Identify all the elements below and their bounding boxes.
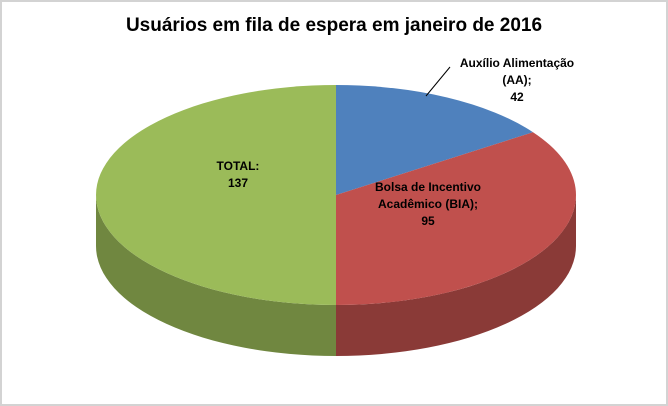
label-line: Acadêmico (BIA); (377, 197, 478, 211)
label-line: 42 (510, 90, 524, 104)
pie-slice (96, 85, 336, 305)
pie-slice (336, 132, 576, 305)
label-line: (AA); (502, 73, 532, 87)
pie-slice-side (96, 195, 336, 356)
label-total: TOTAL: 137 (178, 158, 298, 192)
pie-slice-side (336, 195, 576, 356)
pie-slice (336, 85, 534, 195)
label-line: Auxílio Alimentação (459, 56, 575, 70)
label-line: Bolsa de Incentivo (374, 180, 482, 194)
label-line: 95 (421, 214, 435, 228)
label-line: 137 (227, 176, 249, 190)
label-aa: Auxílio Alimentação (AA); 42 (432, 55, 602, 106)
leader-line-aa (425, 66, 451, 97)
pie-slices (96, 85, 576, 356)
label-line: TOTAL: (216, 159, 260, 173)
label-bia: Bolsa de Incentivo Acadêmico (BIA); 95 (348, 179, 508, 230)
chart-title: Usuários em fila de espera em janeiro de… (125, 15, 543, 36)
